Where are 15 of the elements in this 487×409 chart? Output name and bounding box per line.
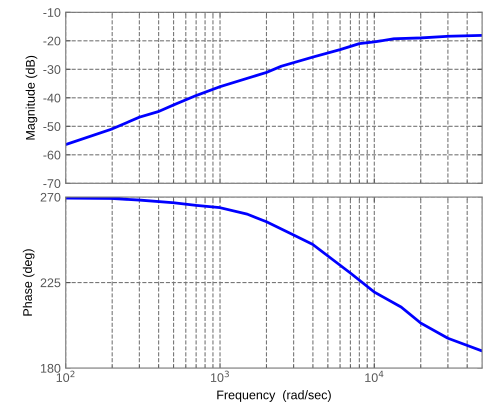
x-axis-title: Frequency (rad/sec) (217, 390, 331, 402)
y-tick-label: -20 (43, 36, 60, 46)
y-axis-title: Magnitude (dB) (26, 56, 38, 140)
y-tick-label: 180 (40, 364, 60, 373)
y-axis-title: Phase (deg) (22, 249, 34, 316)
y-tick-label: -70 (43, 179, 60, 188)
y-tick-label: 225 (40, 278, 60, 288)
y-tick-label: -30 (43, 65, 60, 74)
y-tick-label: -10 (43, 8, 60, 17)
x-tick-label: 10$^{3}$ (210, 370, 229, 382)
x-tick-label: 10$^{4}$ (365, 370, 384, 382)
y-tick-label: -50 (43, 122, 60, 131)
y-tick-label: -40 (43, 94, 60, 102)
y-tick-label: -60 (43, 150, 60, 160)
y-tick-label: 270 (40, 192, 60, 202)
